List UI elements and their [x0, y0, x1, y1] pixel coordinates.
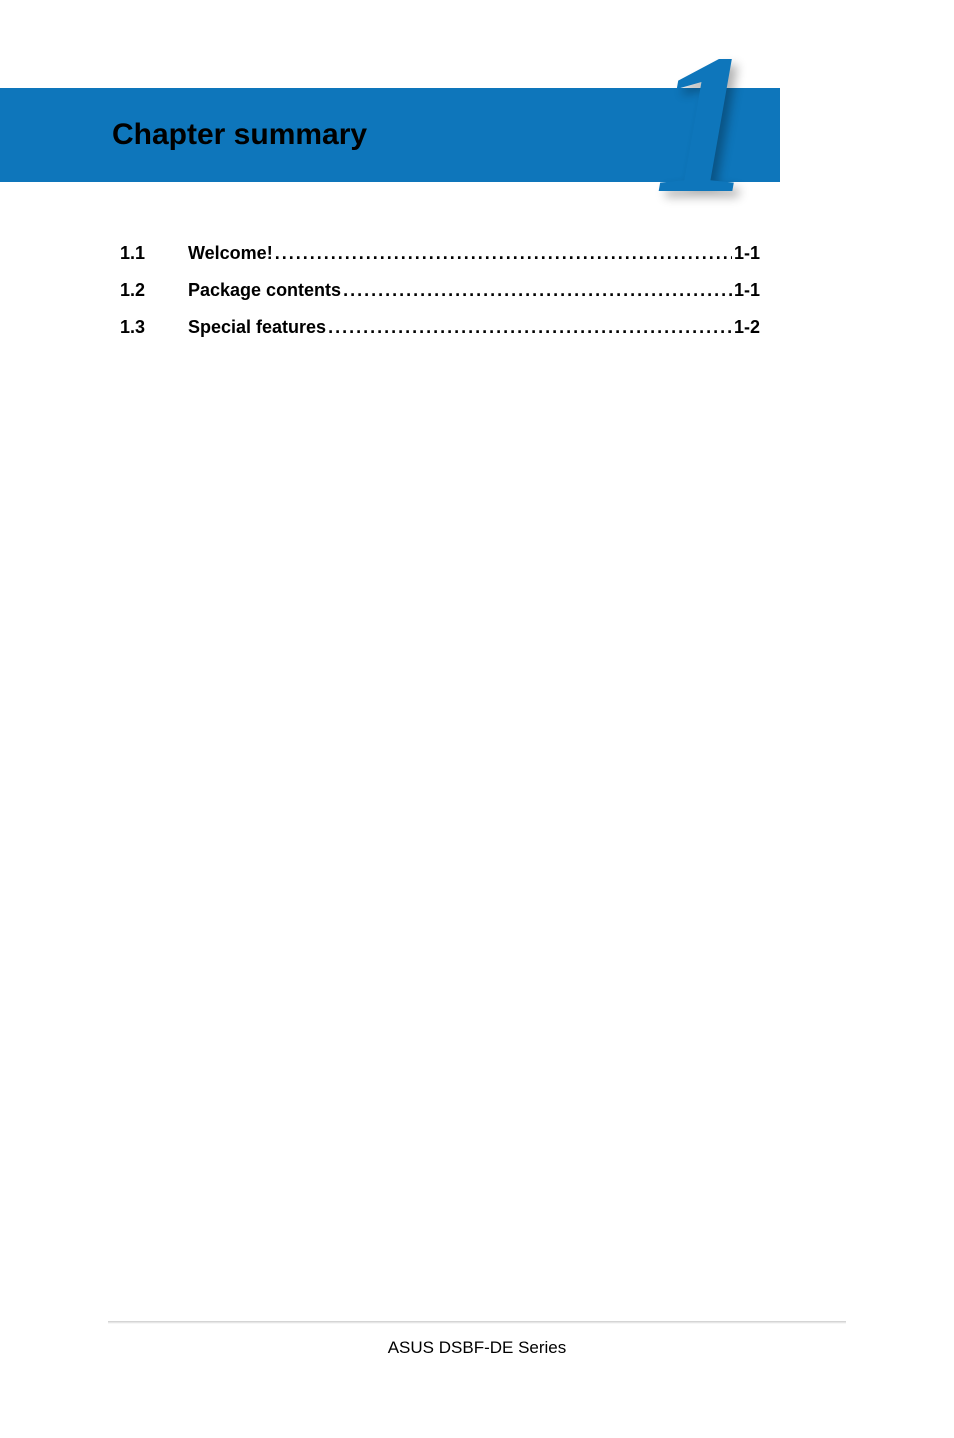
toc-row: 1.1 Welcome! 1-1: [120, 240, 760, 267]
document-page: Chapter summary 1 1.1 Welcome! 1-1 1.2 P…: [0, 0, 954, 1438]
toc-page-number: 1-2: [732, 314, 760, 341]
toc-section-number: 1.2: [120, 277, 188, 304]
toc-row: 1.3 Special features 1-2: [120, 314, 760, 341]
toc-section-number: 1.1: [120, 240, 188, 267]
footer-divider: [108, 1321, 846, 1324]
toc-leader-dots: [326, 314, 732, 341]
table-of-contents: 1.1 Welcome! 1-1 1.2 Package contents 1-…: [120, 240, 760, 351]
chapter-number-text: 1: [654, 45, 744, 205]
toc-section-title: Special features: [188, 314, 326, 341]
toc-section-title: Welcome!: [188, 240, 273, 267]
toc-section-title: Package contents: [188, 277, 341, 304]
chapter-number: 1: [639, 45, 759, 225]
toc-row: 1.2 Package contents 1-1: [120, 277, 760, 304]
banner-title: Chapter summary: [112, 118, 367, 152]
footer-text: ASUS DSBF-DE Series: [0, 1338, 954, 1358]
toc-page-number: 1-1: [732, 240, 760, 267]
toc-section-number: 1.3: [120, 314, 188, 341]
toc-page-number: 1-1: [732, 277, 760, 304]
toc-leader-dots: [273, 240, 732, 267]
toc-leader-dots: [341, 277, 732, 304]
